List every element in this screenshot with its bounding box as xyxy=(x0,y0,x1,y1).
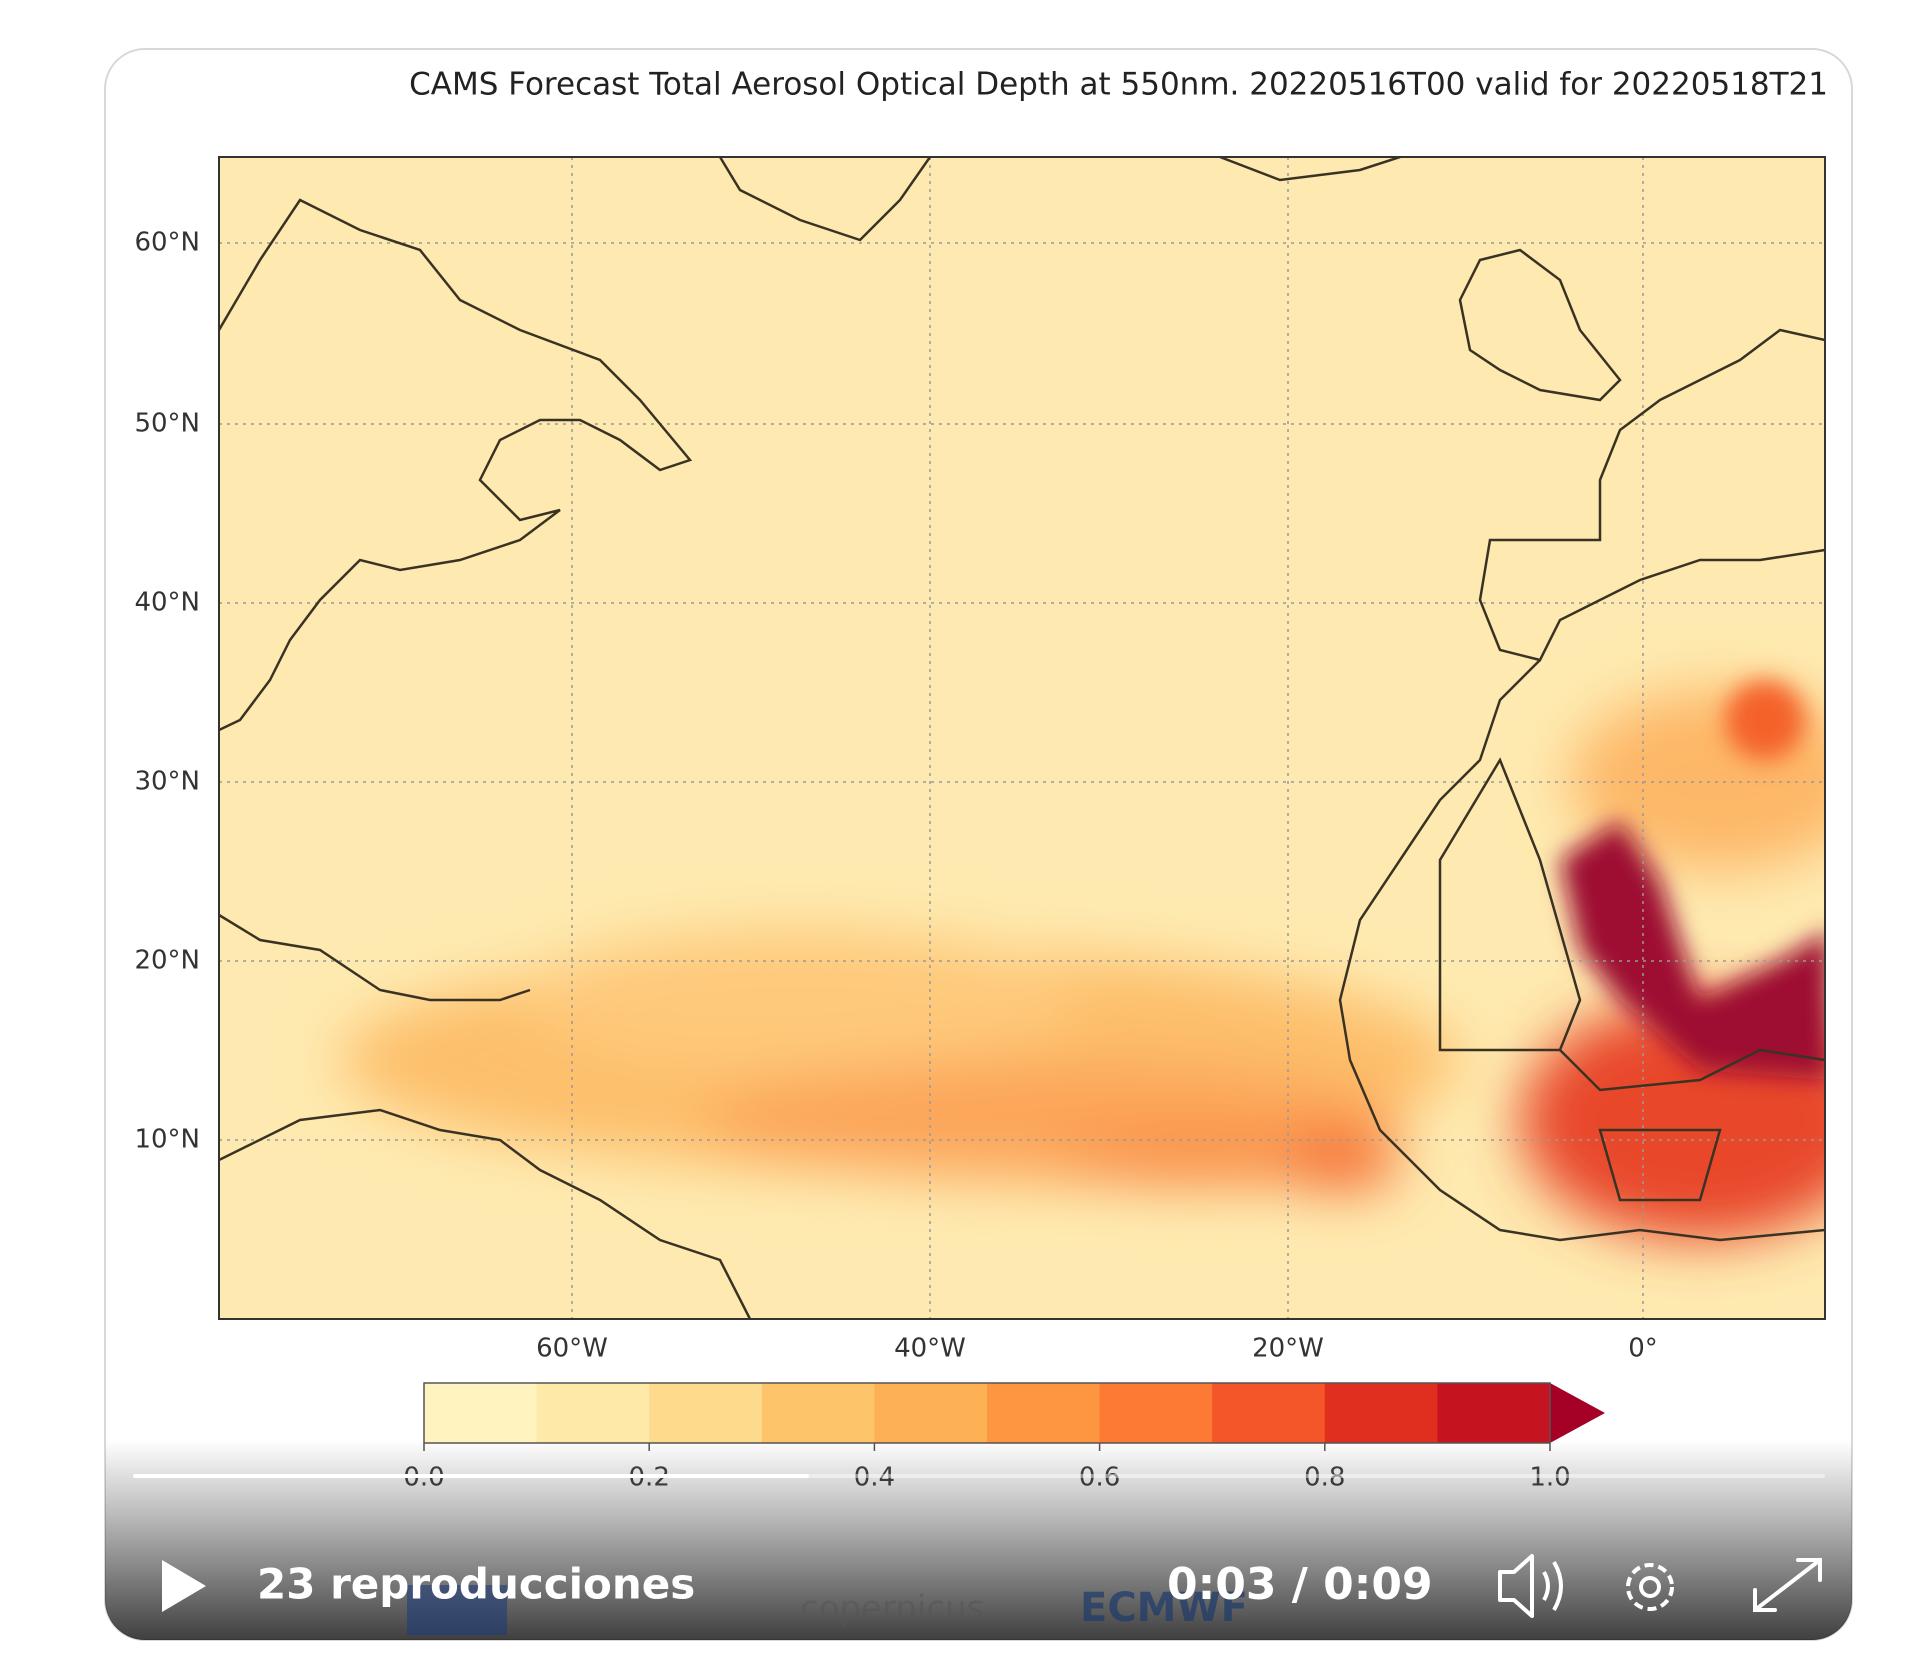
lat-label: 20°N xyxy=(134,946,200,976)
lat-label: 30°N xyxy=(134,767,200,797)
colorbar-extend xyxy=(1550,1383,1605,1443)
colorbar-segment xyxy=(987,1383,1101,1443)
coastlines xyxy=(219,157,1825,1319)
progress-played xyxy=(133,1474,809,1478)
colorbar-segment xyxy=(1324,1383,1438,1443)
lat-label: 10°N xyxy=(134,1125,200,1155)
colorbar-segment xyxy=(1437,1383,1551,1443)
map-frame xyxy=(218,156,1826,1320)
lat-label: 50°N xyxy=(134,409,200,439)
time-display: 0:03 / 0:09 xyxy=(1167,1559,1433,1610)
fullscreen-button[interactable] xyxy=(1753,1558,1822,1612)
lon-label: 60°W xyxy=(536,1334,608,1364)
lon-label: 20°W xyxy=(1252,1334,1324,1364)
lat-label: 60°N xyxy=(134,228,200,258)
video-frame: CAMS Forecast Total Aerosol Optical Dept… xyxy=(105,67,1852,1640)
lon-label: 0° xyxy=(1628,1334,1658,1364)
settings-button[interactable] xyxy=(1626,1563,1674,1611)
logo-copernicus: copernicus xyxy=(800,1589,984,1629)
colorbar-segment xyxy=(874,1383,988,1443)
logo-eu xyxy=(407,1585,507,1635)
colorbar-segment xyxy=(649,1383,763,1443)
volume-button[interactable] xyxy=(1498,1554,1563,1618)
logo-ecmwf: ECMWF xyxy=(1080,1585,1248,1631)
play-button[interactable] xyxy=(162,1560,206,1612)
controls-shade xyxy=(105,1440,1852,1640)
lat-label: 40°N xyxy=(134,588,200,618)
colorbar-segment xyxy=(761,1383,875,1443)
colorbar-segment xyxy=(424,1383,538,1443)
lon-label: 40°W xyxy=(894,1334,966,1364)
colorbar-segment xyxy=(1212,1383,1326,1443)
map-title: CAMS Forecast Total Aerosol Optical Dept… xyxy=(409,67,1828,103)
map xyxy=(219,157,1825,1319)
colorbar-segment xyxy=(1099,1383,1213,1443)
colorbar-segment xyxy=(536,1383,650,1443)
view-count: 23 reproducciones xyxy=(257,1560,695,1609)
